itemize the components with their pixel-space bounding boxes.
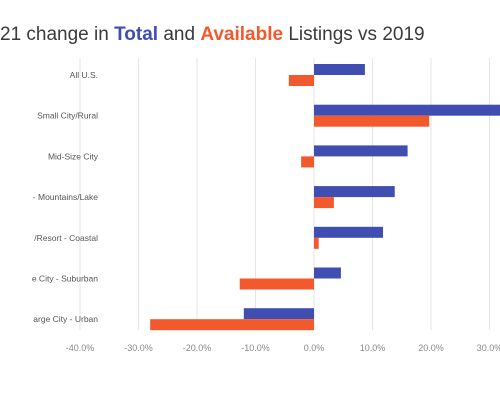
bar-available-mid-size-city xyxy=(301,156,314,168)
bar-available-e-city-suburban xyxy=(239,278,314,290)
x-tick-label: 30.0% xyxy=(477,343,500,353)
title-prefix: 21 change in xyxy=(0,24,115,45)
x-tick-label: -40.0% xyxy=(66,343,95,353)
bar-total-mid-size-city xyxy=(314,145,408,157)
x-tick-label: -30.0% xyxy=(124,343,153,353)
bar-total-small-city-rural xyxy=(314,104,500,116)
bar-available-arge-city-urban xyxy=(150,319,314,331)
chart-title: 21 change in Total and Available Listing… xyxy=(0,24,425,46)
x-tick-label: -10.0% xyxy=(241,343,270,353)
title-middle: and xyxy=(158,24,201,45)
title-suffix: Listings vs 2019 xyxy=(283,24,425,45)
bar-available-all-u-s xyxy=(288,75,314,86)
x-tick-label: -20.0% xyxy=(183,343,212,353)
bar-total-resort-coastal xyxy=(314,226,384,238)
category-label: Mid-Size City xyxy=(48,151,99,161)
bar-total-e-city-suburban xyxy=(314,267,341,279)
category-label: arge City - Urban xyxy=(33,314,98,324)
bar-total-arge-city-urban xyxy=(243,308,314,320)
category-label: Small City/Rural xyxy=(37,111,98,121)
title-keyword-available: Available xyxy=(200,24,284,45)
bar-available-small-city-rural xyxy=(314,115,430,127)
bar-total-all-u-s xyxy=(314,64,365,75)
category-label: e City - Suburban xyxy=(32,274,98,284)
category-label: All U.S. xyxy=(70,70,98,80)
x-tick-label: 20.0% xyxy=(418,343,444,353)
bar-total-mountains-lake xyxy=(314,186,395,198)
category-label: /Resort - Coastal xyxy=(34,233,98,243)
x-tick-label: 10.0% xyxy=(360,343,386,353)
bar-available-mountains-lake xyxy=(314,197,334,209)
category-label: - Mountains/Lake xyxy=(33,192,98,202)
title-keyword-total: Total xyxy=(114,24,159,45)
bar-available-resort-coastal xyxy=(314,237,319,249)
x-tick-label: 0.0% xyxy=(304,343,325,353)
